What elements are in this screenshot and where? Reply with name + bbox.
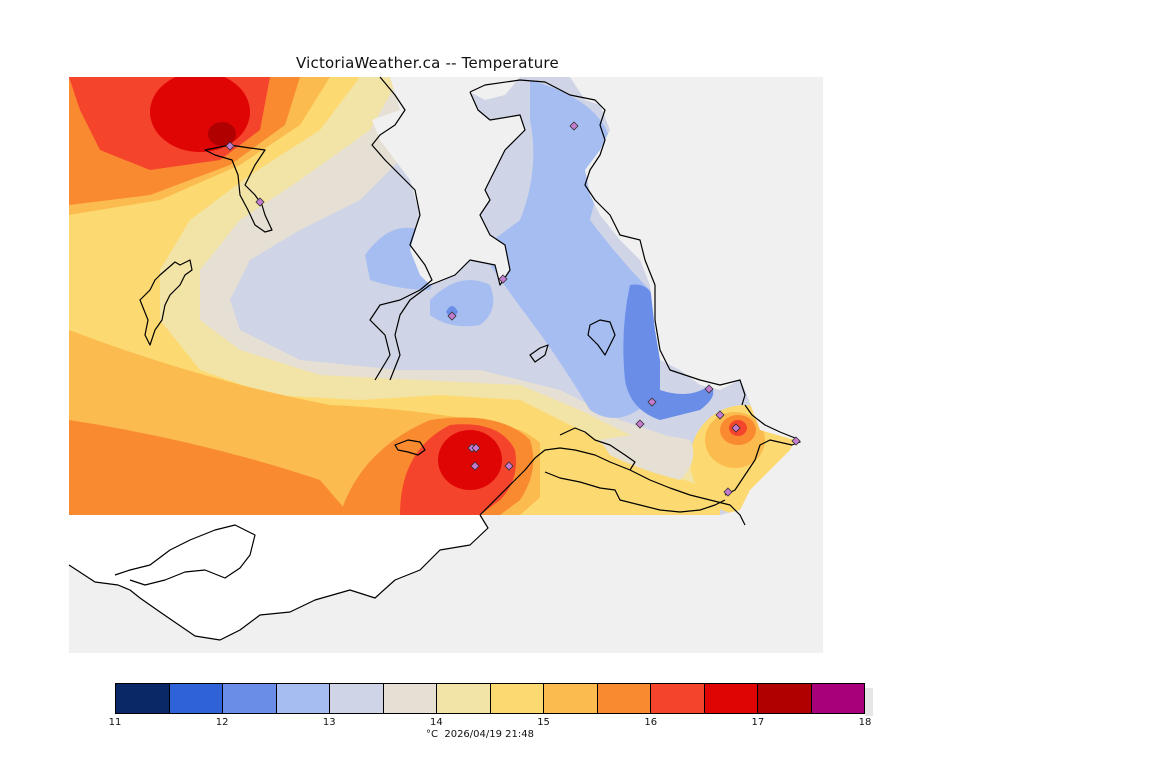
station-marker[interactable] [715,410,725,420]
colorbar-tick-label: 11 [108,717,122,728]
station-marker[interactable] [447,311,457,321]
colorbar-tick-label: 15 [537,717,550,728]
station-marker[interactable] [471,443,481,453]
station-marker[interactable] [504,461,514,471]
station-marker[interactable] [498,274,508,284]
colorbar-swatch [383,684,437,713]
colorbar-shadow [865,688,873,716]
colorbar-swatch [758,684,812,713]
station-marker[interactable] [635,419,645,429]
colorbar-tick-label: 14 [430,717,443,728]
station-marker[interactable] [225,141,235,151]
station-marker[interactable] [723,487,733,497]
colorbar-swatch [544,684,598,713]
coastlines [68,76,801,641]
temperature-colorbar [115,683,873,716]
colorbar-tick-label: 18 [858,717,872,728]
colorbar-swatch [651,684,705,713]
colorbar-swatch [116,684,170,713]
colorbar-tick-label: 12 [215,717,229,728]
station-marker[interactable] [791,436,801,446]
colorbar-swatch [597,684,651,713]
map-title: VictoriaWeather.ca -- Temperature [296,54,559,72]
station-marker[interactable] [731,423,741,433]
colorbar-swatch [169,684,223,713]
colorbar-tick-label: 17 [751,717,765,728]
unit-timestamp: °C 2026/04/19 21:48 [426,729,534,740]
colorbar-swatch [223,684,277,713]
colorbar-swatch [811,684,864,713]
station-marker[interactable] [704,384,714,394]
weather-stations [225,121,801,497]
colorbar-swatch [490,684,544,713]
station-marker[interactable] [569,121,579,131]
colorbar-swatch [437,684,491,713]
water-southwest-strait [69,515,823,653]
colorbar-swatch [276,684,330,713]
water-east [470,77,823,653]
station-marker[interactable] [255,197,265,207]
water-channel-north [372,77,525,285]
colorbar-swatch [330,684,384,713]
colorbar-swatch [704,684,758,713]
colorbar-swatches [115,683,865,714]
station-marker[interactable] [470,461,480,471]
station-marker[interactable] [647,397,657,407]
colorbar-tick-label: 16 [644,717,658,728]
colorbar-tick-label: 13 [322,717,336,728]
